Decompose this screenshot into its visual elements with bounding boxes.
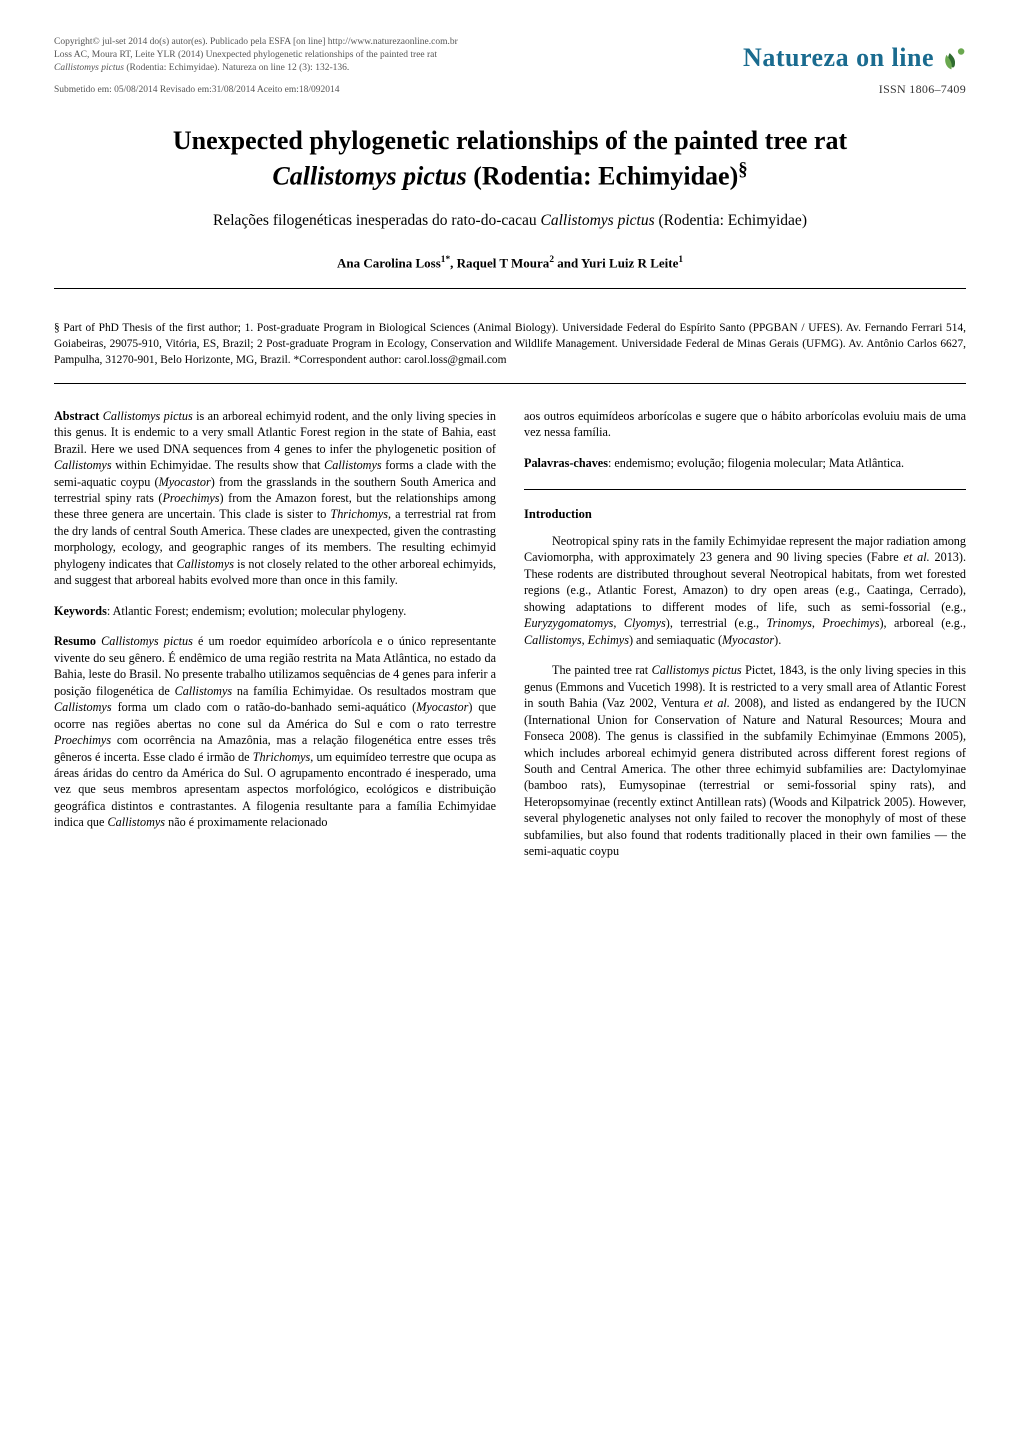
- journal-logo-line: Natureza on line: [743, 40, 966, 75]
- palavras-text: : endemismo; evolução; filogenia molecul…: [608, 456, 904, 470]
- right-column: aos outros equimídeos arborícolas e suge…: [524, 408, 966, 860]
- subtitle-pre: Relações filogenéticas inesperadas do ra…: [213, 212, 541, 229]
- resumo-continuation: aos outros equimídeos arborícolas e suge…: [524, 408, 966, 441]
- keywords-label: Keywords: [54, 604, 107, 618]
- article-subtitle: Relações filogenéticas inesperadas do ra…: [54, 211, 966, 232]
- author-2: Raquel T Moura: [457, 255, 550, 270]
- copyright-line-3: Callistomys pictus (Rodentia: Echimyidae…: [54, 62, 458, 75]
- left-column: Abstract Callistomys pictus is an arbore…: [54, 408, 496, 860]
- abstract-paragraph: Abstract Callistomys pictus is an arbore…: [54, 408, 496, 589]
- keywords-paragraph: Keywords: Atlantic Forest; endemism; evo…: [54, 603, 496, 619]
- author-1-sup: 1*: [441, 255, 450, 265]
- author-sep-2: and: [554, 255, 581, 270]
- palavras-paragraph: Palavras-chaves: endemismo; evolução; fi…: [524, 455, 966, 471]
- leaf-icon: [940, 45, 966, 71]
- header-row: Copyright© jul-set 2014 do(s) autor(es).…: [54, 36, 966, 75]
- article-title: Unexpected phylogenetic relationships of…: [54, 125, 966, 193]
- copyright-line-3-ital: Callistomys pictus: [54, 63, 124, 73]
- title-post: (Rodentia: Echimyidae): [467, 161, 739, 190]
- journal-logo-text: Natureza on line: [743, 40, 934, 75]
- intro-paragraph-1: Neotropical spiny rats in the family Ech…: [524, 533, 966, 648]
- author-3-sup: 1: [678, 255, 683, 265]
- copyright-line-1: Copyright© jul-set 2014 do(s) autor(es).…: [54, 36, 458, 49]
- body-columns: Abstract Callistomys pictus is an arbore…: [54, 408, 966, 860]
- rule-mid: [54, 383, 966, 384]
- abstract-text: Callistomys pictus is an arboreal echimy…: [54, 409, 496, 588]
- author-1: Ana Carolina Loss: [337, 255, 441, 270]
- issn-text: ISSN 1806–7409: [879, 81, 966, 97]
- abstract-label: Abstract: [54, 409, 99, 423]
- authors-line: Ana Carolina Loss1*, Raquel T Moura2 and…: [54, 254, 966, 272]
- introduction-heading: Introduction: [524, 506, 966, 523]
- submission-dates: Submetido em: 05/08/2014 Revisado em:31/…: [54, 84, 340, 97]
- header-sub-row: Submetido em: 05/08/2014 Revisado em:31/…: [54, 79, 966, 97]
- title-species: Callistomys pictus: [272, 161, 466, 190]
- title-pre: Unexpected phylogenetic relationships of…: [173, 126, 847, 155]
- journal-logo-block: Natureza on line: [743, 36, 966, 75]
- author-3: Yuri Luiz R Leite: [581, 255, 678, 270]
- affiliation-block: § Part of PhD Thesis of the first author…: [54, 321, 966, 369]
- resumo-label: Resumo: [54, 634, 96, 648]
- subtitle-post: (Rodentia: Echimyidae): [655, 212, 807, 229]
- subtitle-species: Callistomys pictus: [541, 212, 655, 229]
- title-sup: §: [738, 159, 747, 180]
- resumo-paragraph: Resumo Callistomys pictus é um roedor eq…: [54, 633, 496, 831]
- rule-column: [524, 489, 966, 490]
- resumo-text: Callistomys pictus é um roedor equimídeo…: [54, 634, 496, 829]
- keywords-text: : Atlantic Forest; endemism; evolution; …: [107, 604, 406, 618]
- copyright-line-2: Loss AC, Moura RT, Leite YLR (2014) Unex…: [54, 49, 458, 62]
- copyright-block: Copyright© jul-set 2014 do(s) autor(es).…: [54, 36, 458, 74]
- palavras-label: Palavras-chaves: [524, 456, 608, 470]
- intro-paragraph-2: The painted tree rat Callistomys pictus …: [524, 662, 966, 860]
- copyright-line-3-post: (Rodentia: Echimyidae). Natureza on line…: [124, 63, 349, 73]
